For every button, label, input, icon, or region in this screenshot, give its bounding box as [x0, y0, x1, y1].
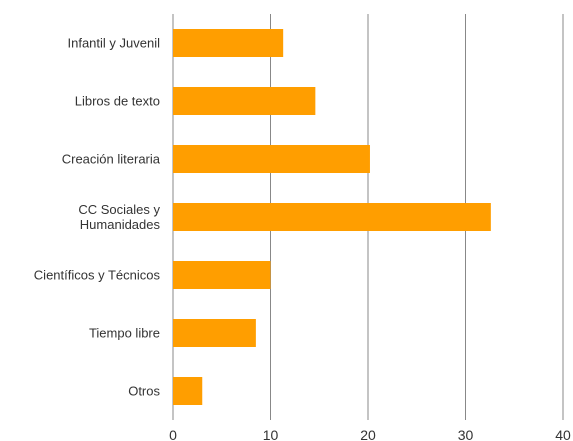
bar	[173, 87, 316, 115]
y-tick-label: Otros	[128, 383, 160, 399]
y-tick-label: Libros de texto	[74, 93, 160, 109]
bar	[173, 145, 370, 173]
x-tick-label: 40	[555, 427, 571, 441]
x-tick-label: 30	[457, 427, 474, 441]
y-tick-label: CC Sociales y Humanidades	[78, 202, 160, 232]
bar	[173, 319, 256, 347]
bar	[173, 203, 491, 231]
bar	[173, 377, 203, 405]
y-tick-label: Infantil y Juvenil	[67, 35, 161, 51]
bar	[173, 29, 284, 57]
bar	[173, 261, 271, 289]
x-tick-label: 20	[360, 427, 376, 441]
x-tick-label: 0	[169, 427, 177, 441]
x-tick-label: 10	[262, 427, 279, 441]
y-tick-label: Creación literaria	[61, 151, 160, 167]
y-tick-label: Científicos y Técnicos	[33, 267, 160, 283]
y-tick-label: Tiempo libre	[88, 325, 160, 341]
